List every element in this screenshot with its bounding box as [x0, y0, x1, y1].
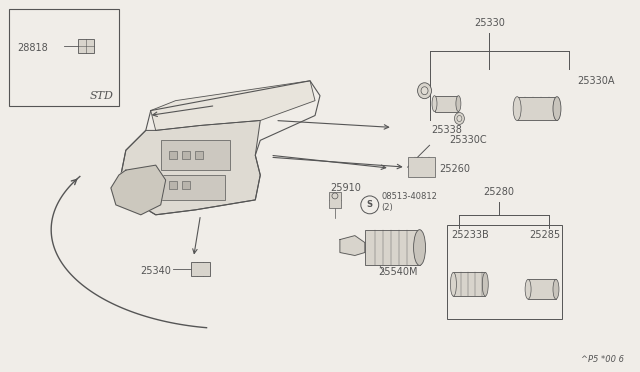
Text: 25910: 25910: [330, 183, 361, 193]
Bar: [182, 151, 189, 159]
Bar: [453, 272, 485, 296]
Bar: [10, 9, 119, 106]
Text: ^P5 *00 6: ^P5 *00 6: [580, 355, 623, 364]
Text: 25330A: 25330A: [577, 76, 614, 86]
Polygon shape: [340, 235, 365, 256]
Text: 08513-40812: 08513-40812: [381, 192, 438, 201]
Polygon shape: [121, 121, 260, 215]
Text: 25330: 25330: [474, 18, 505, 28]
Bar: [182, 181, 189, 189]
Bar: [517, 97, 557, 121]
Bar: [169, 151, 177, 159]
Text: 25330C: 25330C: [449, 135, 487, 145]
Text: 25540M: 25540M: [378, 267, 417, 278]
Text: 25340: 25340: [140, 266, 171, 276]
Text: 25285: 25285: [529, 230, 560, 240]
Bar: [169, 181, 177, 189]
Ellipse shape: [432, 96, 437, 112]
Bar: [195, 151, 202, 159]
Ellipse shape: [456, 96, 461, 112]
Ellipse shape: [451, 272, 456, 296]
Bar: [161, 140, 230, 170]
Ellipse shape: [553, 279, 559, 299]
Bar: [408, 157, 435, 177]
Bar: [528, 279, 556, 299]
Bar: [365, 230, 420, 265]
Ellipse shape: [417, 83, 431, 99]
Ellipse shape: [513, 97, 521, 121]
Polygon shape: [111, 165, 166, 215]
Text: 25233B: 25233B: [451, 230, 489, 240]
Ellipse shape: [457, 116, 462, 122]
Text: 25338: 25338: [431, 125, 462, 135]
Ellipse shape: [421, 87, 428, 95]
Bar: [435, 96, 458, 112]
Bar: [191, 262, 211, 276]
Ellipse shape: [553, 97, 561, 121]
Bar: [161, 175, 225, 200]
Text: S: S: [367, 201, 372, 209]
Bar: [447, 225, 562, 319]
Polygon shape: [151, 81, 315, 131]
Ellipse shape: [525, 279, 531, 299]
Bar: [329, 192, 341, 208]
Circle shape: [332, 193, 338, 199]
Text: (2): (2): [381, 203, 394, 212]
Ellipse shape: [454, 113, 465, 125]
Text: 28818: 28818: [17, 43, 48, 53]
Text: 25280: 25280: [484, 187, 515, 197]
Ellipse shape: [483, 272, 488, 296]
Bar: [78, 39, 94, 53]
Text: 25260: 25260: [440, 164, 470, 174]
Ellipse shape: [413, 230, 426, 265]
Text: STD: STD: [90, 91, 114, 101]
